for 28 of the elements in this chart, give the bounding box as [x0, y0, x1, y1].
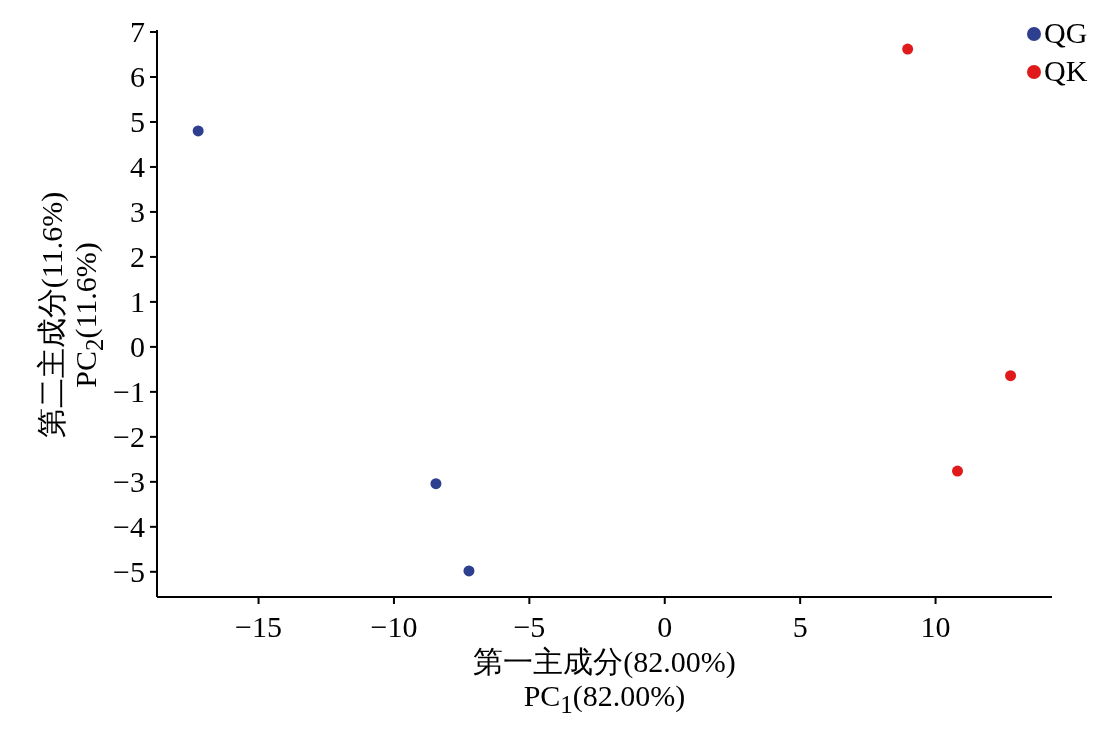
point	[463, 565, 475, 577]
legend-label: QK	[1044, 54, 1088, 88]
x-tick-label: 10	[920, 610, 951, 643]
y-tick-label: 2	[130, 239, 145, 273]
x-tick-label: −5	[513, 610, 546, 643]
point	[192, 125, 204, 137]
y-tick-label: −5	[113, 554, 145, 588]
y-tick-label: −4	[113, 509, 145, 543]
y-tick-label: 3	[130, 194, 145, 228]
y-tick-label: 4	[130, 149, 145, 183]
y-tick-label: 1	[130, 284, 145, 318]
y-tick-label: −2	[113, 419, 145, 453]
point	[951, 465, 963, 477]
y-tick-label: −1	[113, 374, 145, 408]
y-tick-label: 7	[130, 15, 145, 48]
point	[430, 478, 442, 490]
y-tick-label: 0	[130, 329, 145, 363]
x-tick-label: 5	[792, 610, 808, 643]
x-tick-label: 0	[657, 610, 673, 643]
point	[902, 43, 914, 55]
y-tick-label: 6	[130, 59, 145, 93]
x-tick-label: −15	[235, 610, 283, 643]
point	[1005, 370, 1017, 382]
x-axis-title: 第一主成分(82.00%) PC$_{1}$(82.00%)	[472, 645, 737, 720]
x-tick-label: −10	[370, 610, 418, 643]
y-tick-label: 5	[130, 104, 145, 138]
legend-label: QG	[1044, 16, 1088, 50]
y-tick-label: −3	[113, 464, 145, 498]
